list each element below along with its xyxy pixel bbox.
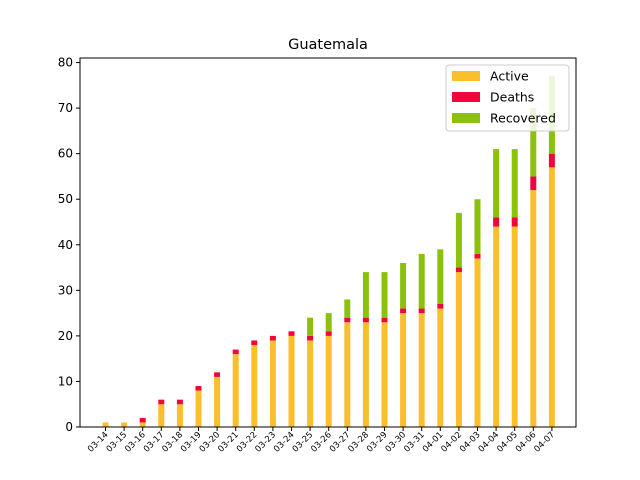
bar-active-03-21 [232,354,239,427]
bar-recovered-04-02 [455,212,462,268]
bar-active-03-29 [381,322,388,427]
bar-recovered-03-26 [325,313,332,332]
bar-deaths-03-27 [344,317,351,323]
bar-recovered-03-31 [418,253,425,309]
bar-deaths-04-02 [455,267,462,273]
bar-active-03-17 [158,404,165,427]
y-tick-label: 40 [58,238,73,252]
legend-label-deaths: Deaths [490,90,534,105]
legend-swatch-recovered [452,113,480,123]
bar-active-04-07 [548,167,555,427]
bar-active-03-22 [251,345,258,427]
bar-deaths-03-25 [307,335,314,341]
bar-recovered-03-25 [307,317,314,336]
bar-active-03-23 [269,340,276,427]
y-tick-label: 0 [65,420,73,434]
bar-active-03-16 [139,422,146,427]
bar-active-03-27 [344,322,351,427]
legend: Active Deaths Recovered [445,64,570,132]
legend-swatch-active [452,71,480,81]
y-tick-label: 70 [58,101,73,115]
bar-recovered-03-28 [362,272,369,318]
bar-active-03-31 [418,313,425,427]
y-axis: 0 10 20 30 40 50 60 70 80 [58,56,80,434]
bar-deaths-04-07 [548,153,555,168]
bar-recovered-04-03 [474,199,481,254]
bar-deaths-03-22 [251,340,258,345]
bar-active-03-26 [325,335,332,427]
bar-active-03-28 [362,322,369,427]
bar-recovered-03-30 [400,263,407,309]
bar-deaths-03-20 [214,372,221,377]
legend-label-recovered: Recovered [490,111,556,126]
y-tick-label: 10 [58,374,73,388]
bar-recovered-03-27 [344,299,351,318]
bar-active-04-01 [437,308,444,427]
bar-deaths-03-28 [362,317,369,323]
x-tick-label: 04-07 [532,430,557,455]
bar-deaths-03-26 [325,331,332,336]
bar-active-04-02 [455,272,462,427]
bar-deaths-03-30 [400,308,407,314]
bar-recovered-04-01 [437,249,444,304]
bar-active-03-18 [176,404,183,427]
y-tick-label: 20 [58,329,73,343]
y-tick-label: 30 [58,283,73,297]
bar-recovered-03-29 [381,272,388,318]
y-tick-label: 80 [58,56,73,70]
bar-deaths-04-06 [530,176,537,191]
bar-deaths-03-17 [158,399,165,405]
bar-deaths-03-24 [288,331,295,336]
bar-active-03-24 [288,335,295,427]
plot-frame [79,57,577,428]
bar-active-03-25 [307,340,314,427]
chart-title: Guatemala [288,37,368,53]
x-axis: 03-1403-1503-1603-1703-1803-1903-2003-21… [86,427,557,455]
bar-active-03-14 [102,422,109,427]
legend-swatch-deaths [452,92,480,102]
bar-active-03-15 [121,422,128,427]
bar-recovered-04-05 [511,149,518,218]
bar-active-03-30 [400,313,407,427]
bar-active-04-05 [511,226,518,427]
bar-active-03-19 [195,390,202,427]
bar-deaths-03-18 [176,399,183,405]
bar-active-04-04 [493,226,500,427]
y-tick-label: 50 [58,192,73,206]
bar-deaths-04-04 [493,217,500,227]
bar-deaths-03-19 [195,386,202,391]
bar-deaths-03-16 [139,417,146,423]
y-tick-label: 60 [58,147,73,161]
bar-recovered-04-06 [530,108,537,177]
bar-active-03-20 [214,376,221,427]
legend-label-active: Active [490,69,529,84]
bar-active-04-06 [530,190,537,427]
bar-recovered-04-04 [493,149,500,218]
bar-deaths-03-31 [418,308,425,314]
bar-active-04-03 [474,258,481,427]
bar-deaths-04-03 [474,253,481,259]
bar-deaths-04-01 [437,304,444,309]
bars [102,76,555,427]
bar-deaths-03-21 [232,349,239,355]
bar-deaths-03-23 [269,335,276,341]
bar-deaths-04-05 [511,217,518,227]
bar-deaths-03-29 [381,317,388,323]
